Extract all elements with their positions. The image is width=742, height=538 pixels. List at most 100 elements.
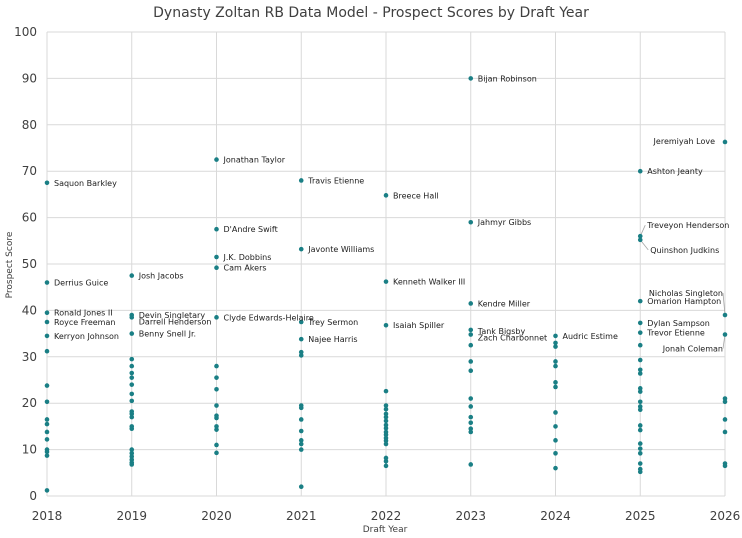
data-point — [129, 451, 135, 456]
point-label: Jeremiyah Love — [653, 137, 716, 146]
data-point — [553, 333, 558, 339]
point-label: Trevor Etienne — [646, 329, 705, 338]
data-point — [468, 426, 474, 432]
point-label: Benny Snell Jr. — [139, 330, 196, 339]
data-point — [298, 405, 304, 411]
point-label: Jonah Coleman — [662, 345, 723, 354]
leader-line — [722, 293, 726, 316]
data-point — [298, 353, 304, 358]
point-label: Dylan Sampson — [647, 319, 710, 328]
data-point — [383, 422, 389, 428]
y-axis-title: Prospect Score — [5, 231, 15, 298]
data-point — [383, 414, 389, 420]
data-point — [129, 363, 135, 369]
data-point — [468, 327, 474, 333]
data-point — [553, 340, 558, 346]
data-point — [44, 348, 50, 354]
data-point — [722, 463, 728, 469]
data-point — [637, 461, 643, 466]
point-label: Isaiah Spiller — [393, 321, 445, 330]
y-axis-ticks: 0 10 20 30 40 50 60 70 80 90 100 — [14, 25, 37, 503]
data-point — [468, 396, 474, 401]
x-tick-label: 2020 — [201, 509, 232, 523]
data-point — [383, 193, 389, 198]
data-point — [553, 363, 558, 369]
x-axis-ticks: 2018 2019 2020 2021 2022 2023 2024 2025 2026 — [32, 509, 741, 523]
x-tick-label: 2018 — [32, 509, 63, 523]
point-label: Clyde Edwards-Helaire — [224, 313, 314, 322]
point-label: Trey Sermon — [307, 318, 358, 327]
data-point — [383, 441, 389, 447]
x-tick-label: 2019 — [116, 509, 147, 523]
data-point — [637, 233, 643, 239]
data-point — [129, 447, 135, 452]
data-point — [553, 380, 558, 385]
data-point — [637, 446, 643, 451]
data-point — [214, 403, 219, 408]
data-point — [637, 168, 643, 174]
data-point — [637, 423, 643, 428]
data-point — [553, 344, 558, 349]
data-point — [214, 442, 219, 448]
y-tick-label: 20 — [22, 396, 37, 410]
point-label: Zach Charbonnet — [478, 334, 547, 343]
data-point — [383, 425, 389, 431]
point-label: Treveyon Henderson — [646, 221, 729, 230]
data-point — [44, 437, 50, 442]
data-point — [298, 441, 304, 447]
y-tick-label: 90 — [22, 71, 37, 85]
point-label: Breece Hall — [393, 191, 439, 200]
point-label: Saquon Barkley — [54, 179, 117, 188]
point-label: Cam Akers — [224, 264, 267, 273]
x-tick-label: 2025 — [625, 509, 656, 523]
point-label: Javonte Williams — [307, 245, 374, 254]
data-point — [468, 368, 474, 374]
data-point — [44, 333, 50, 339]
data-point — [383, 458, 389, 464]
data-point — [468, 219, 474, 225]
data-point — [298, 349, 304, 355]
data-point — [129, 462, 135, 467]
data-point — [383, 411, 389, 417]
data-point — [298, 319, 304, 325]
data-point — [129, 382, 135, 387]
data-point — [553, 410, 558, 415]
data-point — [722, 417, 728, 422]
data-point — [214, 427, 219, 432]
point-label: Bijan Robinson — [478, 74, 537, 83]
data-point — [553, 384, 558, 390]
data-point — [129, 454, 135, 459]
data-point — [722, 399, 728, 405]
data-point — [44, 421, 50, 427]
point-label: Quinshon Judkins — [650, 246, 719, 255]
point-label: Jonathan Taylor — [223, 156, 286, 165]
data-point — [214, 226, 219, 232]
data-point — [129, 426, 135, 432]
point-label: Josh Jacobs — [138, 272, 184, 281]
data-point — [637, 469, 643, 475]
point-label: Najee Harris — [308, 335, 357, 344]
data-point — [637, 441, 643, 446]
data-point — [44, 280, 50, 285]
data-point — [722, 332, 728, 337]
data-point — [44, 399, 50, 405]
data-point — [298, 336, 304, 342]
data-point — [129, 414, 135, 420]
x-tick-label: 2024 — [540, 509, 571, 523]
data-point — [44, 383, 50, 388]
data-point — [129, 273, 135, 278]
data-point — [383, 438, 389, 444]
data-point — [44, 429, 50, 435]
point-label: Kendre Miller — [478, 299, 531, 308]
data-point — [129, 315, 135, 320]
data-point — [637, 237, 643, 243]
data-point — [44, 310, 50, 316]
chart-title: Dynasty Zoltan RB Data Model - Prospect … — [153, 5, 589, 21]
data-point — [722, 312, 728, 318]
point-label: Kenneth Walker III — [393, 278, 465, 287]
x-tick-label: 2021 — [286, 509, 317, 523]
data-point — [553, 424, 558, 429]
data-point — [637, 298, 643, 304]
data-point — [722, 396, 728, 401]
